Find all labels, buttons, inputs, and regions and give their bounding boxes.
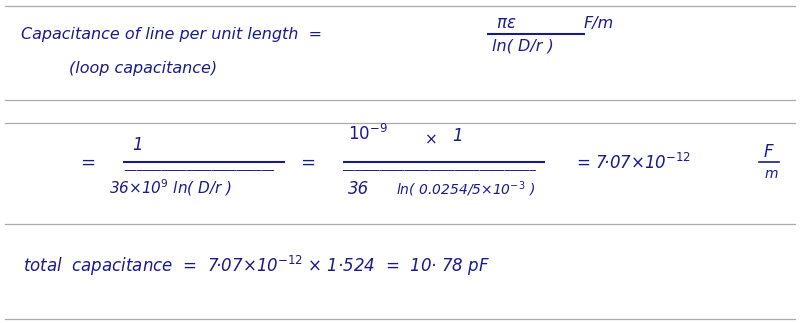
Text: 1: 1 xyxy=(133,136,143,154)
Text: $\times$: $\times$ xyxy=(424,131,437,147)
Text: ________________________: ________________________ xyxy=(125,158,274,171)
Text: 1: 1 xyxy=(452,127,462,145)
Text: (loop capacitance): (loop capacitance) xyxy=(69,61,217,76)
Text: F: F xyxy=(763,143,773,161)
Text: m: m xyxy=(765,167,778,181)
Text: $\pi\varepsilon$: $\pi\varepsilon$ xyxy=(496,14,516,32)
Text: = 7·07$\times$10$^{-12}$: = 7·07$\times$10$^{-12}$ xyxy=(576,153,690,173)
Text: =: = xyxy=(81,154,96,172)
Text: 36: 36 xyxy=(348,180,370,198)
Text: F/m: F/m xyxy=(584,16,614,31)
Text: $10^{-9}$: $10^{-9}$ xyxy=(348,124,388,144)
Text: ln( 0.0254/5$\times$10$^{-3}$ ): ln( 0.0254/5$\times$10$^{-3}$ ) xyxy=(396,179,535,199)
Text: ln( D/r ): ln( D/r ) xyxy=(492,38,554,53)
Text: total  capacitance  =  7·07$\times$10$^{-12}$ $\times$ 1·524  =  10· 78 pF: total capacitance = 7·07$\times$10$^{-12… xyxy=(23,254,490,278)
Text: =: = xyxy=(300,154,315,172)
Text: _______________________________: _______________________________ xyxy=(342,158,536,171)
Text: 36$\times$10$^{9}$ ln( D/r ): 36$\times$10$^{9}$ ln( D/r ) xyxy=(109,177,231,198)
Text: Capacitance of line per unit length  =: Capacitance of line per unit length = xyxy=(21,27,322,42)
